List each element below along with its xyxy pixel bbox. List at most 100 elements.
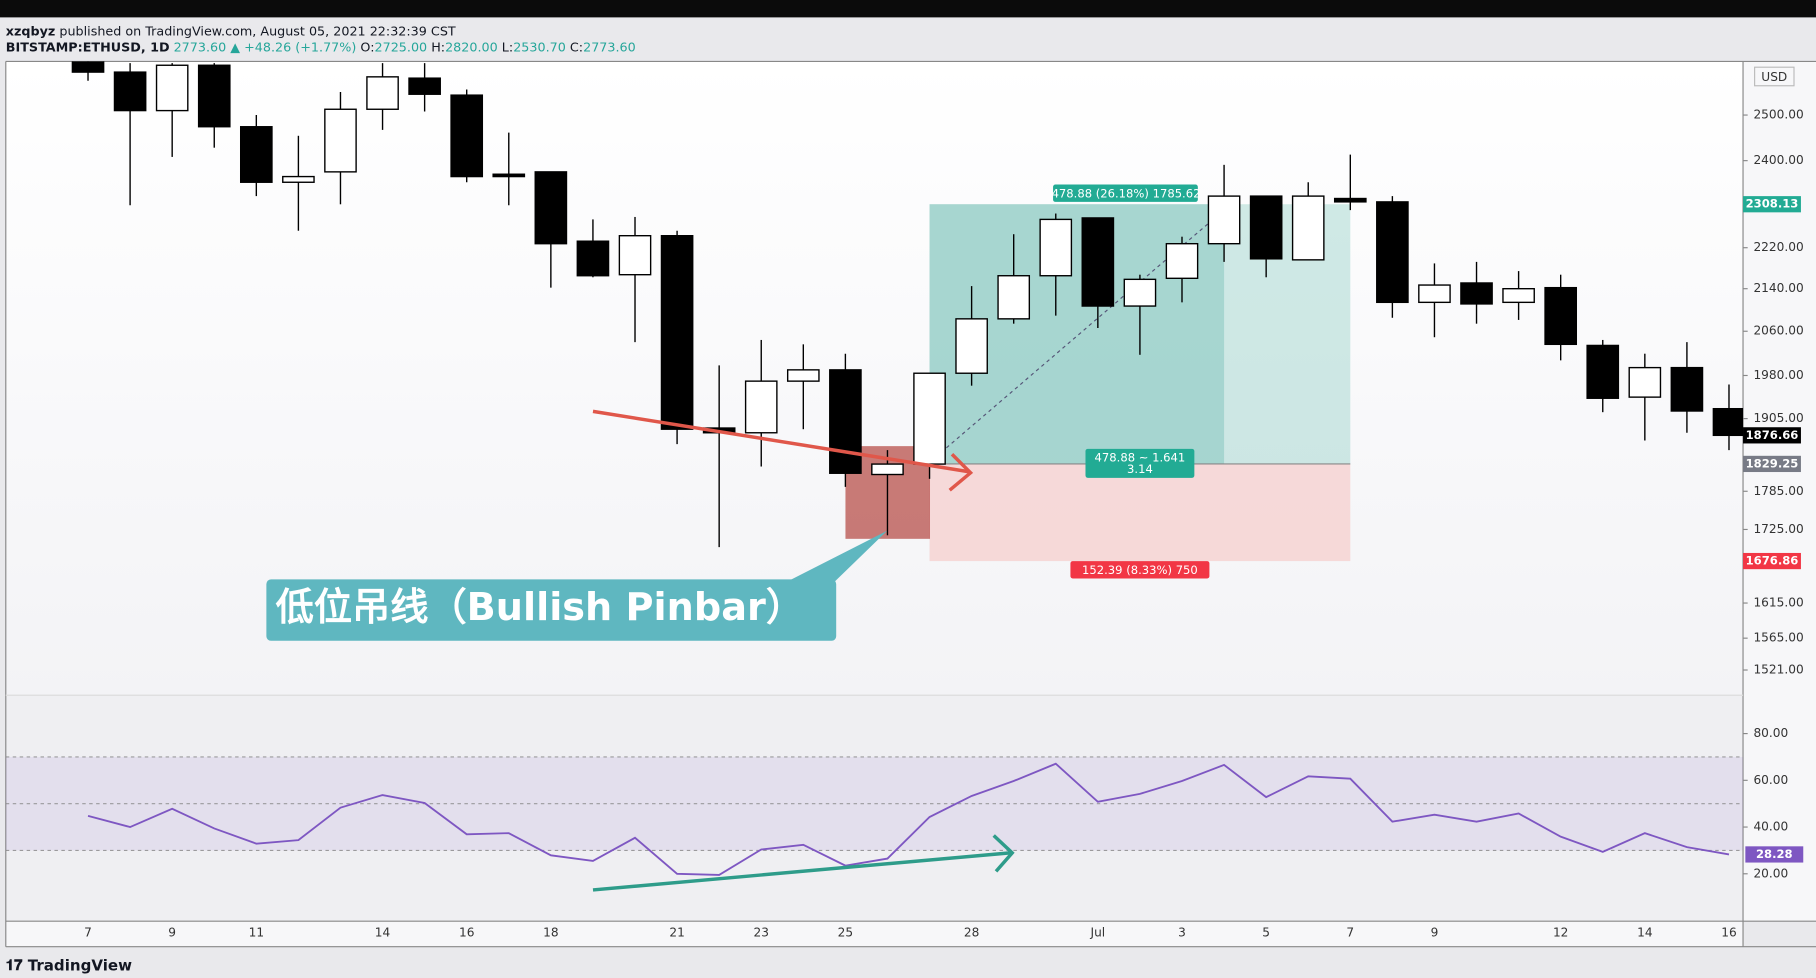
candle-up <box>1628 366 1662 398</box>
candle-up <box>786 369 820 382</box>
candle-down <box>829 369 862 474</box>
price-tag-label: 1876.66 <box>1746 428 1799 442</box>
candle-up <box>1165 242 1199 280</box>
candle-down <box>71 61 105 73</box>
x-tick-label: 3 <box>1178 925 1186 939</box>
x-tick-label: Jul <box>1090 925 1106 939</box>
symbol: BITSTAMP:ETHUSD, 1D <box>6 40 170 55</box>
price-tag-label: 1829.25 <box>1746 456 1799 470</box>
stop-label: 152.39 (8.33%) 750 <box>1082 563 1198 577</box>
x-tick-label: 7 <box>84 925 92 939</box>
candle-up <box>282 175 315 183</box>
rsi-pane <box>5 695 1744 922</box>
x-tick-label: 12 <box>1553 925 1568 939</box>
candle-down <box>1460 282 1493 305</box>
quote-value: 2773.60 <box>583 40 636 55</box>
quote-label: C: <box>570 40 583 55</box>
candle-down <box>408 77 441 95</box>
price-tag <box>1743 455 1801 473</box>
y-tick-label: 2140.00 <box>1753 281 1803 295</box>
candle-down <box>492 173 526 178</box>
x-tick-label: 28 <box>964 925 979 939</box>
position-tool <box>929 204 1351 562</box>
last: 2773.60 <box>174 40 227 55</box>
y-tick-label: 40.00 <box>1753 820 1788 834</box>
ratio-label: 478.88 ~ 1.641 <box>1095 451 1186 465</box>
candle-down <box>197 64 231 128</box>
ratio-value: 3.14 <box>1127 462 1153 476</box>
candle-up <box>155 64 189 112</box>
y-tick-label: 60.00 <box>1753 773 1788 787</box>
ratio-box <box>1085 448 1195 478</box>
x-tick-label: 14 <box>375 925 391 939</box>
target-label-box <box>1053 184 1198 202</box>
x-tick-label: 21 <box>669 925 684 939</box>
candles <box>71 61 1744 548</box>
x-tick-label: 5 <box>1262 925 1270 939</box>
quote-label: O: <box>360 40 374 55</box>
footer <box>0 947 1816 978</box>
candle-down <box>1544 286 1578 346</box>
x-tick-label: 16 <box>459 925 474 939</box>
price-tag <box>1743 552 1801 570</box>
x-tick-label: 25 <box>838 925 853 939</box>
candle-down <box>450 94 484 178</box>
quote-label: L: <box>502 40 513 55</box>
brand: 𝟏𝟕 TradingView <box>6 956 132 974</box>
brand-name: TradingView <box>28 956 132 974</box>
rsi-line <box>87 762 1730 876</box>
y-tick-label: 80.00 <box>1753 726 1788 740</box>
red-arrow-head <box>948 453 974 492</box>
price-tag-label: 1676.86 <box>1746 554 1799 568</box>
y-tick-label: 2060.00 <box>1753 324 1803 338</box>
candle-up <box>744 380 778 434</box>
price-tag-label: 28.28 <box>1756 847 1793 861</box>
candle-down <box>1586 344 1620 399</box>
price-tag-label: 2308.13 <box>1746 197 1799 211</box>
candle-up <box>366 76 399 110</box>
candle-down <box>1670 366 1704 412</box>
y-tick-label: 1615.00 <box>1753 596 1803 610</box>
x-tick-label: 9 <box>168 925 176 939</box>
x-tick-label: 14 <box>1637 925 1653 939</box>
price-tag <box>1743 196 1801 213</box>
y-tick-label: 1980.00 <box>1753 368 1803 382</box>
y-tick-label: 1565.00 <box>1753 631 1803 645</box>
y-tick-label: 2500.00 <box>1753 108 1803 122</box>
y-tick-label: 1905.00 <box>1753 411 1803 425</box>
candle-down <box>113 71 147 112</box>
quote-value: 2725.00 <box>375 40 428 55</box>
top-bar <box>0 0 1816 18</box>
callout <box>266 579 837 641</box>
y-tick-label: 2220.00 <box>1753 240 1803 254</box>
candle-up <box>1123 278 1157 307</box>
price-tag <box>1745 846 1804 863</box>
change: ▲ +48.26 (+1.77%) <box>230 40 356 55</box>
author: xzqbyz <box>6 24 56 39</box>
y-tick-label: 1725.00 <box>1753 522 1803 536</box>
publisher-line: xzqbyz published on TradingView.com, Aug… <box>6 24 456 39</box>
candle-down <box>1376 201 1409 304</box>
stop-label-box <box>1070 561 1210 579</box>
green-arrow-head <box>992 834 1015 873</box>
y-tick-label: 2400.00 <box>1753 153 1803 167</box>
candle-down <box>1249 195 1283 260</box>
annotation: 低位吊线（Bullish Pinbar） <box>276 586 804 630</box>
published: published on TradingView.com, August 05,… <box>59 24 455 39</box>
x-tick-label: 9 <box>1431 925 1439 939</box>
candle-up <box>955 318 988 374</box>
stop-zone <box>929 463 1351 562</box>
price-tag <box>1743 427 1801 444</box>
labels: 2500.002400.002220.002140.002060.001980.… <box>5 108 1804 939</box>
y-tick-label: 20.00 <box>1753 866 1788 880</box>
candle-up <box>1291 195 1325 261</box>
quote-value: 2530.70 <box>513 40 566 55</box>
candle-up <box>1502 288 1535 304</box>
candle-up <box>997 275 1031 320</box>
time-axis <box>5 921 1744 947</box>
x-tick-label: 16 <box>1721 925 1736 939</box>
candle-up <box>618 235 652 276</box>
quote-line: BITSTAMP:ETHUSD, 1D 2773.60 ▲ +48.26 (+1… <box>6 40 636 55</box>
